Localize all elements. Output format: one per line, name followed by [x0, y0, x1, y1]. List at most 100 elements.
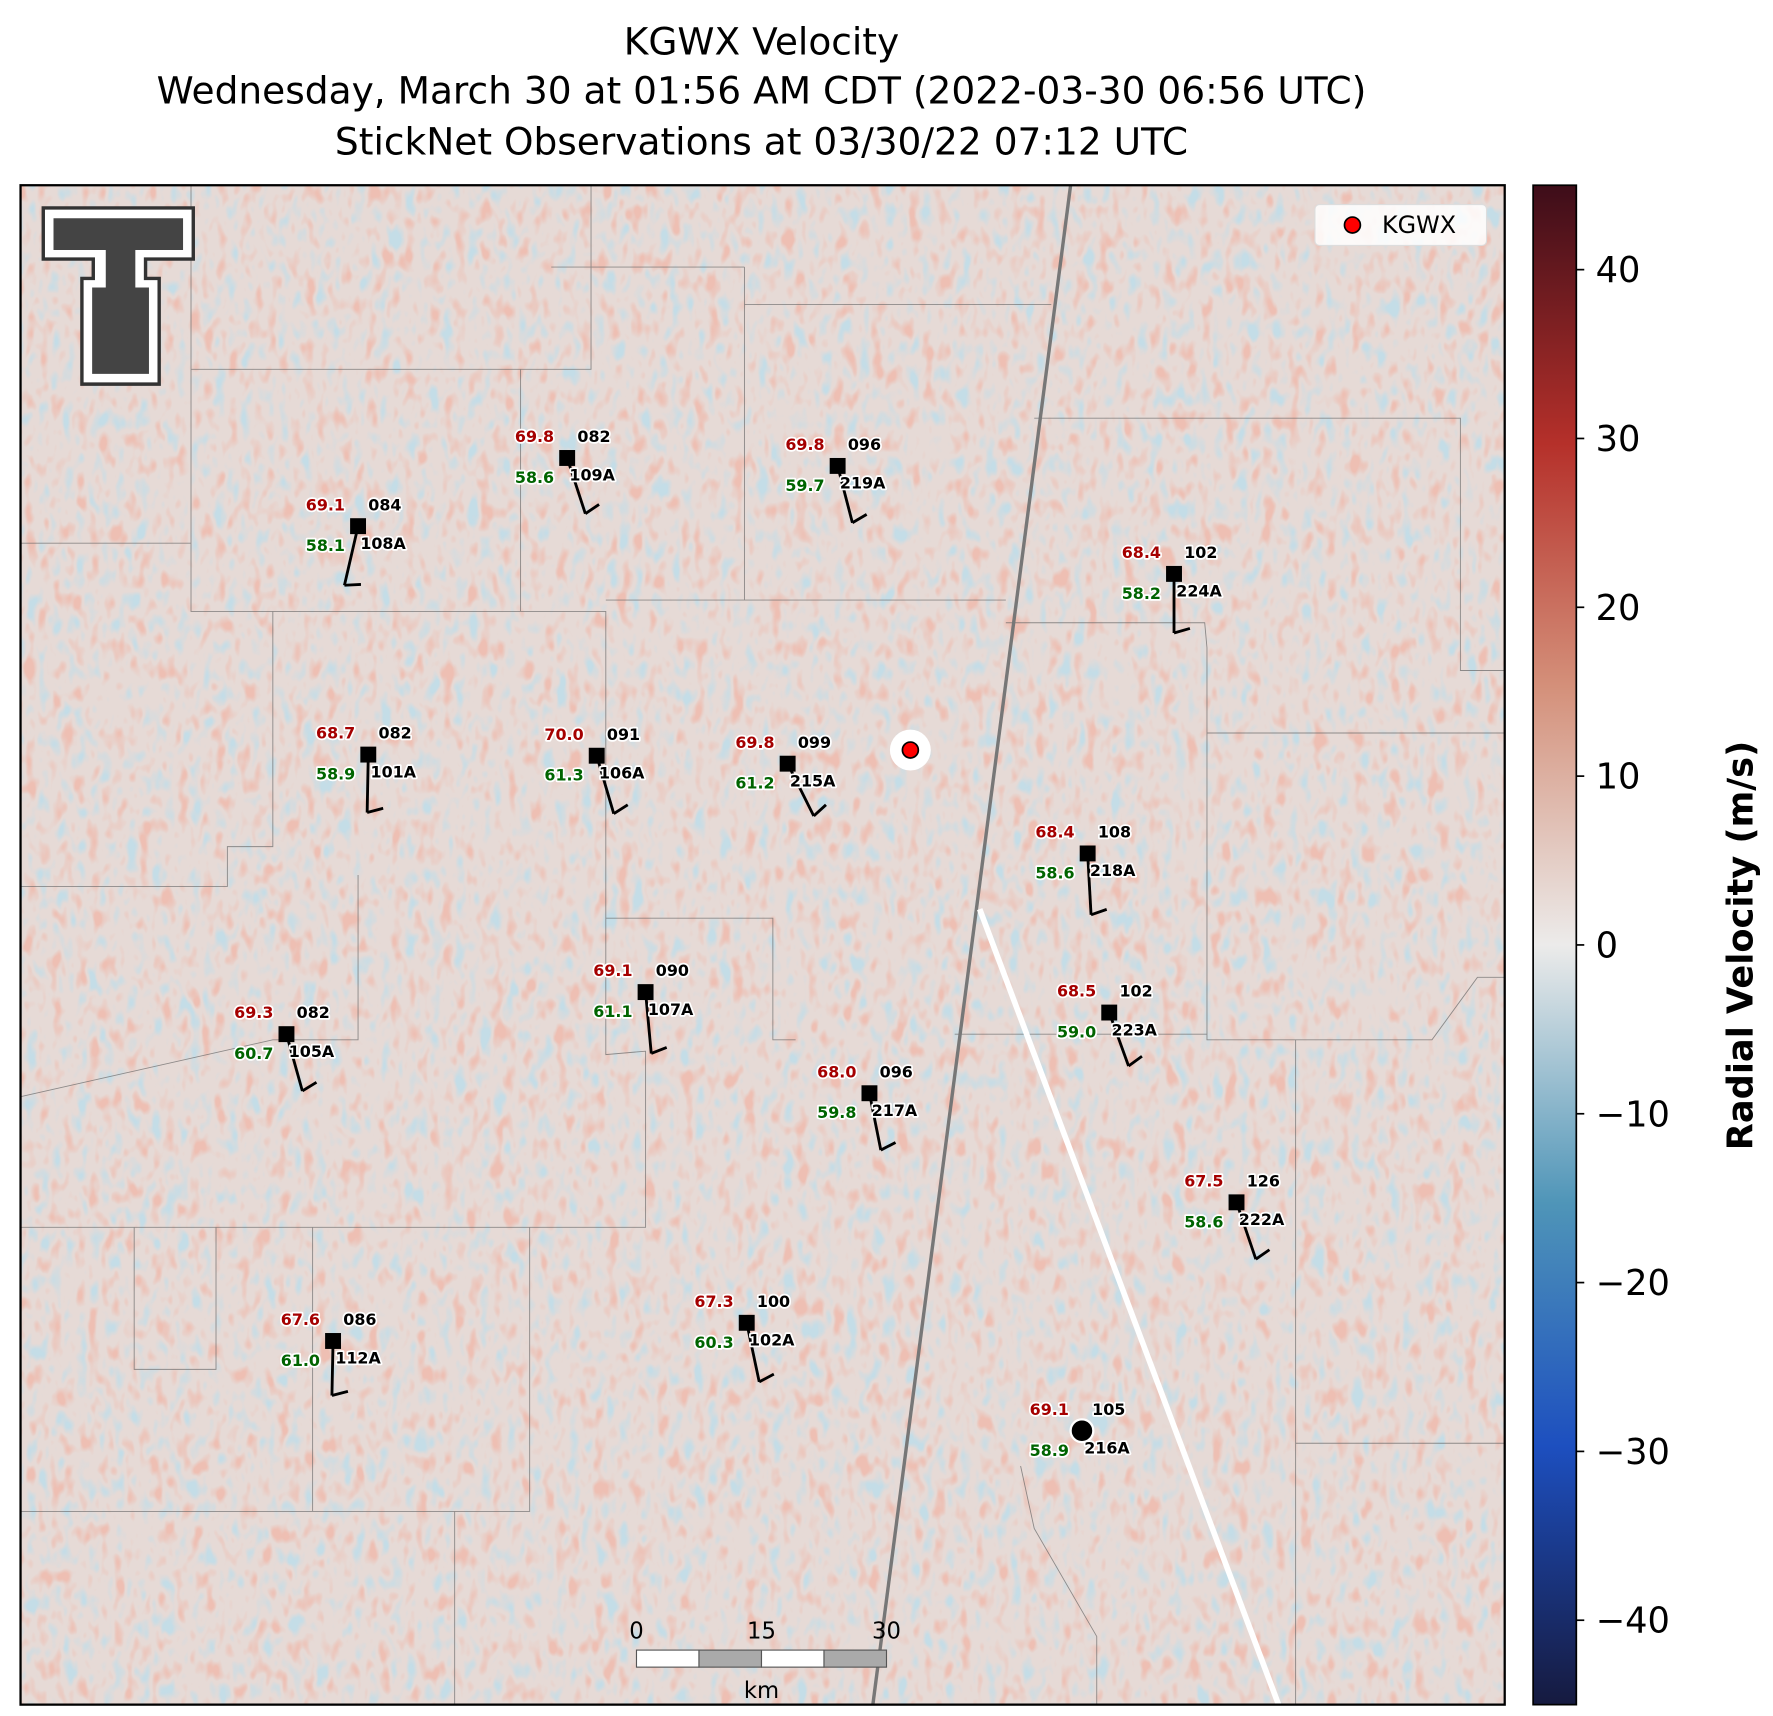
title: KGWX Velocity: [624, 20, 899, 64]
wind-direction: 082: [379, 724, 412, 743]
wind-direction: 096: [880, 1062, 913, 1081]
station: 67.6 086 61.0 112A: [279, 1308, 383, 1397]
colorbar-label: Radial Velocity (m/s): [1720, 741, 1761, 1150]
colorbar: [1532, 184, 1578, 1706]
temperature: 67.3: [694, 1292, 733, 1311]
wind-direction: 102: [1184, 543, 1217, 562]
wind-staff: [786, 763, 816, 817]
temperature: 68.0: [817, 1062, 856, 1081]
map-frame: [19, 184, 1506, 1706]
wind-barb: [880, 1141, 897, 1152]
station-id: 217A: [872, 1101, 918, 1120]
county-lines: [20, 185, 1505, 1705]
station: 69.1 090 61.1 107A: [592, 959, 696, 1055]
wind-barb: [812, 803, 827, 817]
wind-barb: [650, 1046, 668, 1055]
station-marker: [1228, 1194, 1245, 1211]
legend: KGWX: [1314, 203, 1488, 247]
scale-tick-label: 0: [629, 1619, 643, 1645]
station-marker: [738, 1314, 755, 1331]
wind-staff: [868, 1092, 883, 1151]
station-id: 219A: [840, 474, 886, 493]
colorbar-tick-label: −10: [1596, 1094, 1670, 1135]
station: 68.4 108 58.6 218A: [1034, 821, 1138, 917]
temperature: 69.8: [785, 435, 824, 454]
station-id: 216A: [1084, 1438, 1130, 1457]
station-marker: [559, 450, 576, 466]
wind-direction: 100: [757, 1292, 790, 1311]
dewpoint: 58.2: [1122, 584, 1161, 603]
station-marker: [588, 747, 605, 764]
scale-tick-label: 15: [747, 1619, 776, 1645]
temperature: 69.1: [593, 961, 632, 980]
scale-segment: [760, 1649, 825, 1668]
wind-barb: [344, 582, 362, 587]
temperature: 68.7: [316, 724, 355, 743]
dewpoint: 59.7: [785, 476, 824, 495]
dewpoint: 61.0: [281, 1351, 320, 1370]
radar-site: [901, 741, 920, 759]
wind-direction: 102: [1119, 982, 1152, 1001]
station-id: 109A: [569, 466, 615, 485]
wind-barb: [366, 806, 384, 814]
wind-direction: 082: [297, 1003, 330, 1022]
wind-barb: [1173, 627, 1191, 635]
colorbar-tick-label: 40: [1596, 250, 1641, 291]
station-id: 102A: [749, 1331, 795, 1350]
wind-barb: [1090, 908, 1108, 917]
station-id: 107A: [648, 1000, 694, 1019]
temperature: 68.4: [1035, 823, 1074, 842]
dewpoint: 60.3: [694, 1333, 733, 1352]
wind-direction: 086: [343, 1310, 376, 1329]
station-marker: [350, 518, 367, 535]
station-id: 106A: [599, 763, 645, 782]
station-id: 101A: [371, 762, 417, 781]
temperature: 69.8: [515, 427, 554, 446]
station-marker: [360, 746, 377, 763]
wind-direction: 099: [798, 733, 831, 752]
wind-staff: [330, 1340, 335, 1396]
dewpoint: 58.6: [515, 468, 554, 487]
wind-staff: [745, 1322, 761, 1383]
wind-staff: [836, 465, 854, 524]
colorbar-tick-label: 30: [1596, 419, 1641, 460]
station-marker: [1079, 845, 1096, 862]
wind-direction: 090: [656, 961, 689, 980]
wind-staff: [595, 755, 616, 815]
beam-gap: [977, 908, 1282, 1705]
wind-direction: 091: [607, 725, 640, 744]
temperature: 67.6: [281, 1310, 320, 1329]
legend-marker: [1343, 216, 1362, 234]
station-marker: [637, 984, 654, 1001]
wind-barb: [758, 1372, 775, 1384]
dewpoint: 58.9: [316, 765, 355, 784]
scale-segment: [823, 1649, 888, 1668]
wind-direction: 105: [1092, 1400, 1125, 1419]
station: 68.7 082 58.9 101A: [314, 722, 418, 814]
wind-barb: [584, 503, 600, 515]
wind-barb: [331, 1389, 349, 1397]
dewpoint: 58.1: [306, 536, 345, 555]
station: 69.1 105 58.9 216A: [1028, 1398, 1132, 1461]
station-marker: [1166, 565, 1182, 582]
wind-direction: 108: [1098, 823, 1131, 842]
wind-barb: [851, 513, 868, 524]
station-id: 218A: [1090, 861, 1136, 880]
station-id: 108A: [360, 534, 406, 553]
wind-direction: 096: [848, 435, 881, 454]
colorbar-tick-label: −20: [1596, 1263, 1670, 1304]
dewpoint: 61.3: [544, 766, 583, 785]
highway: [871, 185, 1073, 1705]
wind-barb: [301, 1081, 318, 1093]
scale-tick-label: 30: [872, 1619, 901, 1645]
station: 67.5 126 58.6 222A: [1183, 1170, 1287, 1261]
map: 69.1 084 58.1 108A 69.8 082 58.6 109A 69.8 096 59.…: [20, 185, 1505, 1705]
station-id: 112A: [335, 1349, 381, 1368]
station-id: 223A: [1112, 1020, 1158, 1039]
wind-staff: [644, 991, 653, 1054]
dewpoint: 60.7: [234, 1044, 273, 1063]
station: 68.5 102 59.0 223A: [1055, 980, 1159, 1068]
station: 69.1 084 58.1 108A: [304, 494, 408, 587]
scale-segment: [635, 1649, 700, 1668]
